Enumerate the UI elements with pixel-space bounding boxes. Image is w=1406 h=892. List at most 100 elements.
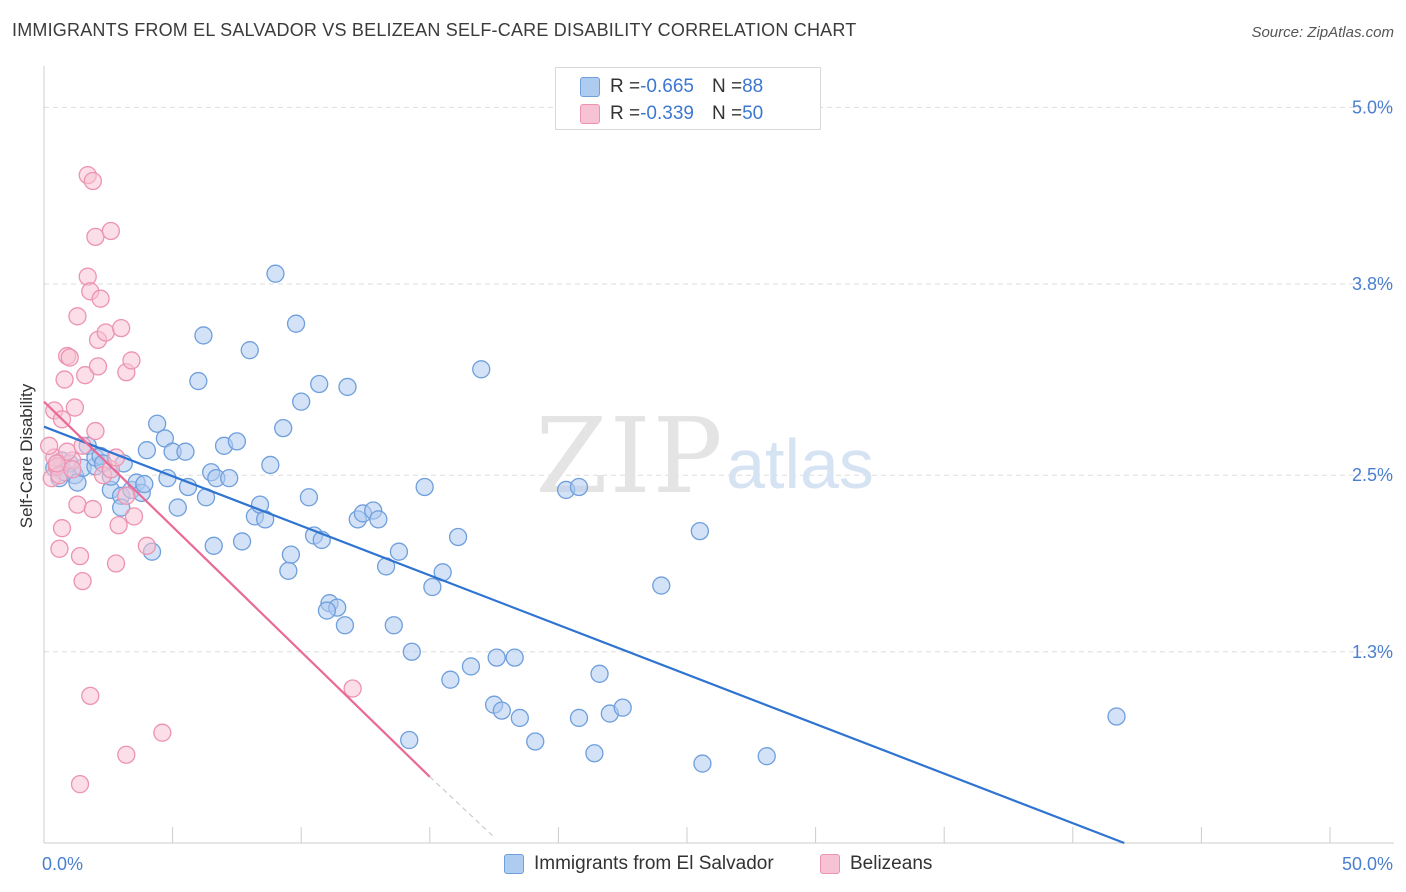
blue-series-point xyxy=(338,377,357,397)
blue-series-point xyxy=(448,527,468,547)
y-tick-labels: 1.3% 2.5% 3.8% 5.0% xyxy=(1352,97,1393,661)
blue-series-point xyxy=(286,314,306,333)
pink-series-point xyxy=(343,679,362,698)
y-tick-label: 3.8% xyxy=(1352,274,1393,294)
blue-series-point xyxy=(227,432,247,451)
pink-series-point xyxy=(50,539,69,558)
legend-item-belizeans: Belizeans xyxy=(820,852,932,876)
blue-series-point xyxy=(505,648,524,667)
data-points xyxy=(39,165,1126,794)
pink-series-point xyxy=(112,318,131,338)
legend-item-el-salvador: Immigrants from El Salvador xyxy=(504,852,774,876)
pink-series-point xyxy=(52,519,72,538)
stats-box: R = -0.665 N = 88 R = -0.339 N = 50 xyxy=(555,67,821,130)
blue-series-point xyxy=(279,561,298,580)
blue-series-point xyxy=(220,469,239,488)
pink-series-point xyxy=(101,221,121,241)
stats-r-label: R = xyxy=(610,76,641,97)
blue-series-point xyxy=(240,341,259,360)
stats-row-pink: R = -0.339 N = 50 xyxy=(580,101,763,127)
stats-swatch-pink xyxy=(580,104,600,124)
pink-series-point xyxy=(117,486,136,505)
blue-series-point xyxy=(292,392,311,411)
pink-series-point xyxy=(70,775,90,794)
blue-series-point xyxy=(569,477,589,497)
blue-series-point xyxy=(441,670,460,689)
pink-series-point xyxy=(81,686,100,706)
legend-swatch-pink xyxy=(820,854,840,874)
legend-label: Belizeans xyxy=(850,853,933,874)
y-tick-label: 1.3% xyxy=(1352,642,1393,662)
pink-series-point xyxy=(65,398,85,417)
pink-series-point xyxy=(91,289,110,308)
trend-lines xyxy=(43,400,1125,845)
blue-series-point xyxy=(402,642,421,661)
axes xyxy=(43,66,1394,844)
blue-series-point xyxy=(232,532,252,551)
pink-trend-extension xyxy=(429,776,495,838)
stats-r-value: -0.665 xyxy=(640,76,694,97)
pink-series-point xyxy=(83,171,103,191)
blue-series-point xyxy=(757,747,776,766)
pink-series-point xyxy=(86,421,105,441)
pink-series-point xyxy=(88,357,108,376)
pink-series-point xyxy=(68,495,87,514)
blue-series-point xyxy=(317,601,337,620)
y-tick-label: 2.5% xyxy=(1352,465,1393,485)
pink-series-point xyxy=(124,507,144,526)
blue-series-point xyxy=(148,414,167,433)
pink-series-point xyxy=(73,571,92,591)
blue-series-point xyxy=(299,488,319,507)
blue-series-point xyxy=(472,360,491,379)
pink-series-point xyxy=(47,454,67,473)
pink-series-point xyxy=(117,745,136,764)
blue-series-point xyxy=(384,616,403,635)
blue-series-point xyxy=(585,744,604,763)
legend-label: Immigrants from El Salvador xyxy=(534,853,774,874)
y-axis-label: Self-Care Disability xyxy=(17,383,36,528)
blue-series-point xyxy=(266,264,285,283)
blue-series-point xyxy=(194,326,213,345)
pink-series-point xyxy=(68,307,87,326)
blue-series-point xyxy=(693,754,712,773)
grid-lines xyxy=(44,106,1394,653)
blue-series-point xyxy=(335,616,355,635)
blue-series-point xyxy=(137,441,157,460)
pink-series-point xyxy=(96,323,115,342)
blue-series-point xyxy=(487,648,506,667)
pink-series-point xyxy=(86,227,105,247)
blue-series-point xyxy=(369,510,388,529)
blue-series-point xyxy=(613,698,632,717)
blue-series-point xyxy=(526,732,545,751)
pink-series-point xyxy=(55,370,74,389)
watermark-atlas: atlas xyxy=(726,425,874,503)
stats-row-blue: R = -0.665 N = 88 xyxy=(580,74,763,100)
stats-n-label: N = xyxy=(711,103,743,124)
pink-series-point xyxy=(109,516,128,535)
blue-series-point xyxy=(189,371,208,391)
pink-series-point xyxy=(106,554,126,573)
blue-series-point xyxy=(204,536,223,555)
blue-series-point xyxy=(652,576,671,595)
blue-series-point xyxy=(389,542,409,561)
blue-series-point xyxy=(261,455,280,475)
blue-series-point xyxy=(168,498,187,517)
stats-n-label: N = xyxy=(711,76,743,97)
blue-series-point xyxy=(176,442,195,461)
pink-series-point xyxy=(122,351,141,370)
stats-r-label: R = xyxy=(610,103,641,124)
pink-series-point xyxy=(39,436,59,455)
blue-series-point xyxy=(274,418,293,438)
pink-series-point xyxy=(76,366,95,385)
blue-series-point xyxy=(310,374,329,394)
blue-series-point xyxy=(690,521,710,541)
pink-series-point xyxy=(63,460,82,479)
blue-series-point xyxy=(281,545,301,564)
pink-trend-line xyxy=(43,400,431,778)
blue-series-point xyxy=(492,701,511,720)
blue-series-point xyxy=(135,474,154,494)
stats-n-value: 50 xyxy=(742,103,764,124)
stats-n-value: 88 xyxy=(742,76,764,97)
blue-trend-line xyxy=(43,425,1125,845)
